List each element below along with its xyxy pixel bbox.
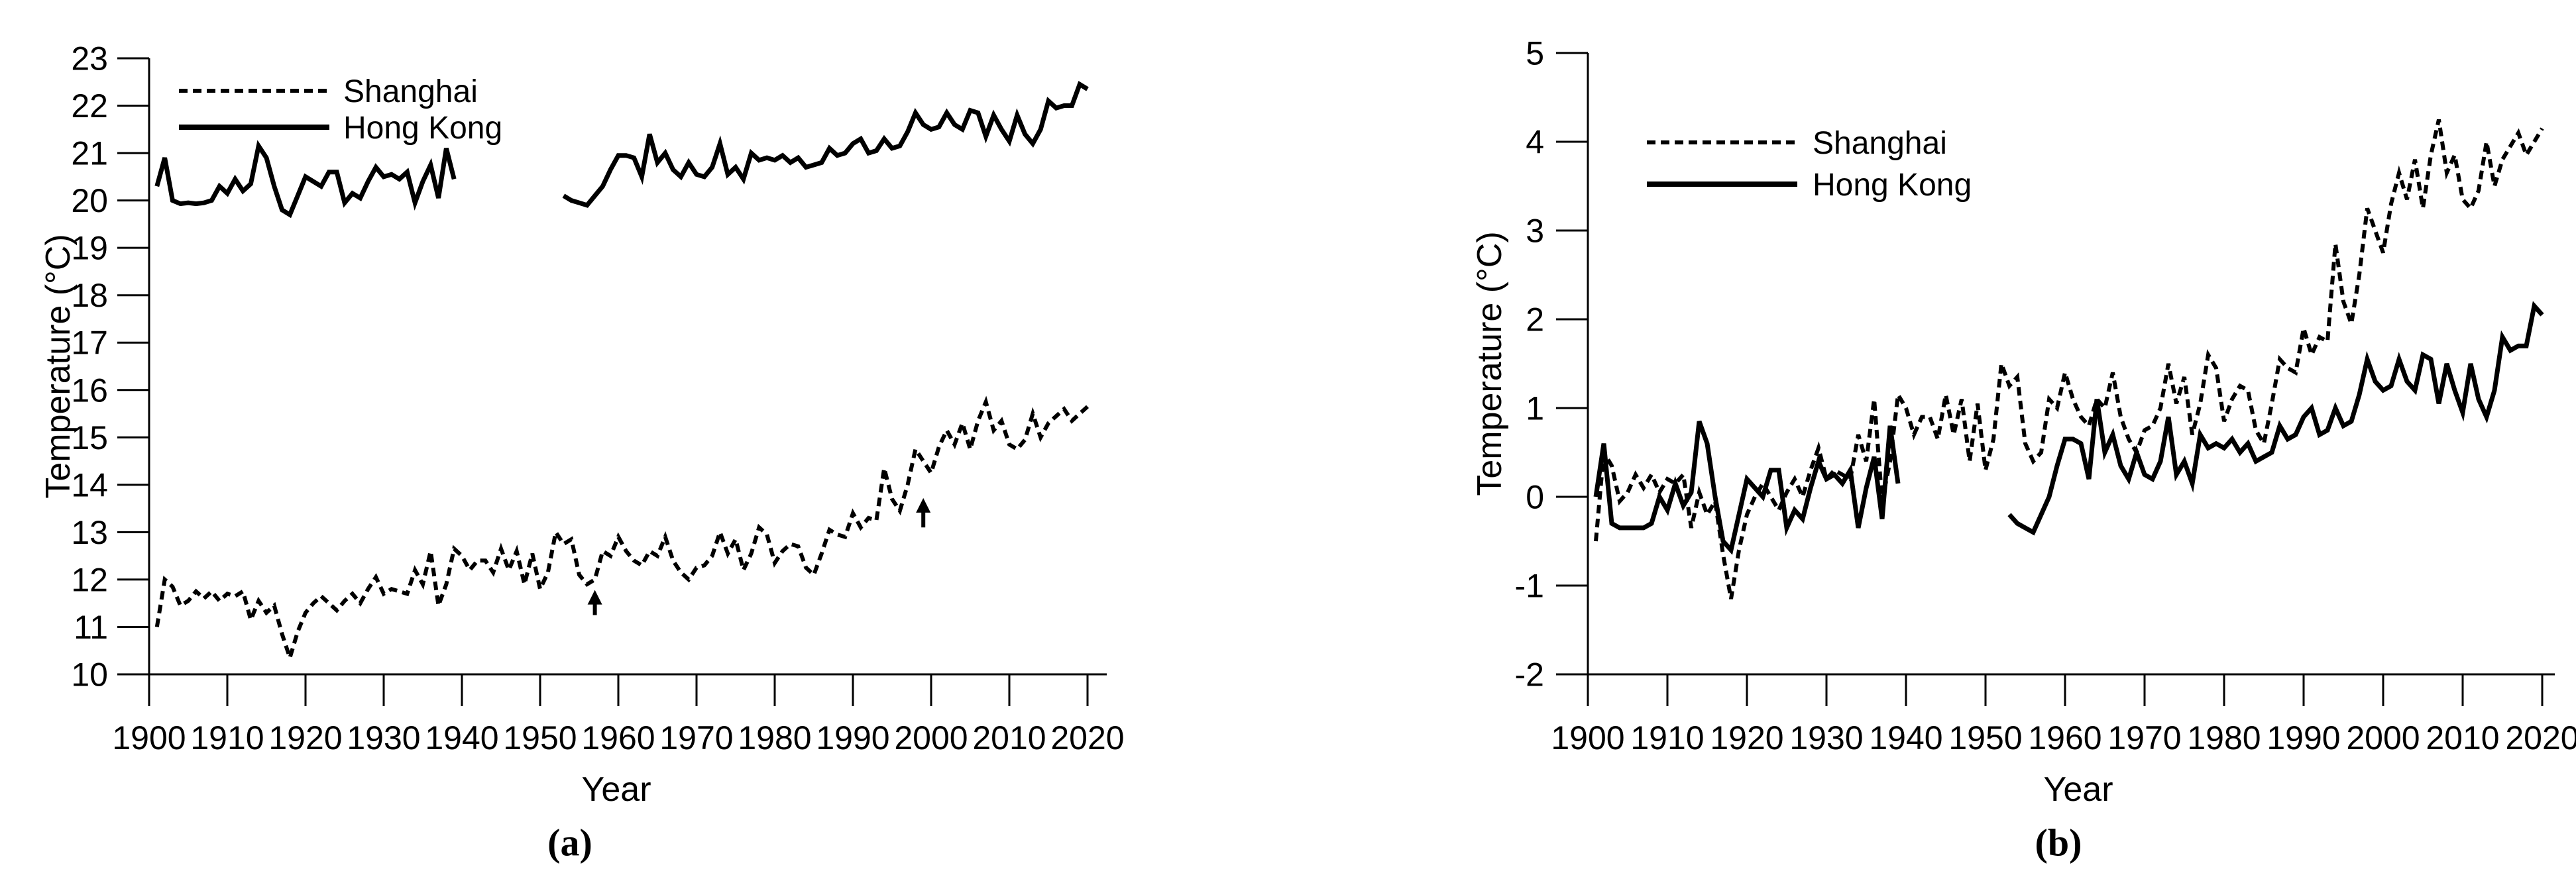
x-tick-label: 2010: [972, 719, 1046, 756]
panel-a: 10 11 12 13 14 15 16 17 18 19 20 21 22 23 1900 1910 1920…: [39, 40, 1125, 864]
x-tick-label: 1940: [1869, 719, 1942, 756]
y-tick-label: 4: [1526, 124, 1544, 161]
y-tick-label: 3: [1526, 213, 1544, 250]
series-line-hong-kong: [154, 140, 457, 219]
y-tick-label: 0: [1526, 479, 1544, 516]
y-axis-title-a: Temperature (°C): [39, 234, 78, 499]
x-tick-label: 1970: [2107, 719, 2181, 756]
y-tick-label: 15: [71, 419, 108, 456]
y-axis-title-b: Temperature (°C): [1471, 231, 1509, 496]
panel-caption-a: (a): [547, 821, 592, 864]
y-tick-label: 17: [71, 325, 108, 362]
series-line-shanghai: [154, 395, 1090, 664]
y-tick-label: 16: [71, 372, 108, 409]
x-tick-label: 1930: [1789, 719, 1863, 756]
y-tick-label: -1: [1515, 568, 1544, 605]
x-tick-label: 1970: [659, 719, 733, 756]
x-tick-label: 1900: [112, 719, 186, 756]
x-tick-label: 1980: [738, 719, 811, 756]
y-tick-label: 2: [1526, 301, 1544, 338]
legend-label-hong-kong: Hong Kong: [343, 111, 502, 146]
x-tick-label: 1960: [581, 719, 655, 756]
x-tick-label: 2020: [2505, 719, 2576, 756]
trend-arrow-head: [916, 497, 931, 513]
x-tick-label: 1910: [1630, 719, 1704, 756]
trend-arrow: [916, 497, 931, 528]
y-tick-label: 20: [71, 182, 108, 219]
x-tick-label: 2000: [2346, 719, 2420, 756]
x-tick-label: 2010: [2426, 719, 2499, 756]
series-line-shanghai: [1594, 119, 2544, 599]
series-line-hong-kong: [562, 81, 1089, 208]
y-tick-label: 19: [71, 230, 108, 267]
x-tick-label: 2020: [1050, 719, 1124, 756]
x-tick-label: 1960: [2028, 719, 2101, 756]
series-line-hong-kong: [1593, 420, 1901, 555]
trend-arrow: [587, 590, 602, 615]
x-tick-label: 1950: [503, 719, 577, 756]
trend-arrow-head: [587, 590, 602, 605]
y-tick-label: 22: [71, 87, 108, 125]
x-tick-label: 1910: [190, 719, 264, 756]
y-tick-label: 10: [71, 656, 108, 694]
x-tick-label: 1980: [2187, 719, 2261, 756]
axis-lines: [148, 58, 1107, 676]
panel-b: -2 -1 0 1 2 3 4 5 1900 1910 1920 1930 1940 1950 1960 19…: [1292, 0, 2576, 881]
legend-label-shanghai: Shanghai: [343, 74, 478, 109]
x-tick-label: 1990: [816, 719, 889, 756]
y-tick-label: 12: [71, 561, 108, 598]
x-tick-label: 1950: [1948, 719, 2022, 756]
y-tick-label: 11: [74, 609, 108, 646]
panel-caption-b: (b): [2035, 821, 2082, 864]
x-tick-label: 1920: [1710, 719, 1783, 756]
legend-label-hong-kong: Hong Kong: [1813, 168, 1972, 203]
x-axis-title-b: Year: [2043, 770, 2113, 809]
y-tick-label: 5: [1526, 35, 1544, 72]
y-tick-label: 23: [71, 40, 108, 78]
x-tick-label: 1900: [1551, 719, 1624, 756]
x-tick-label: 1930: [347, 719, 420, 756]
x-axis-title-a: Year: [581, 770, 651, 809]
y-tick-label: -2: [1515, 656, 1544, 694]
y-tick-label: 21: [71, 135, 108, 172]
x-tick-label: 1920: [268, 719, 342, 756]
x-tick-label: 1990: [2267, 719, 2340, 756]
y-tick-label: 1: [1526, 390, 1544, 427]
y-tick-label: 14: [71, 466, 108, 503]
x-tick-label: 2000: [894, 719, 968, 756]
y-tick-label: 13: [71, 514, 108, 551]
legend-label-shanghai: Shanghai: [1813, 126, 1947, 161]
x-tick-label: 1940: [425, 719, 498, 756]
y-tick-label: 18: [71, 277, 108, 314]
series-line-hong-kong: [2007, 301, 2544, 536]
